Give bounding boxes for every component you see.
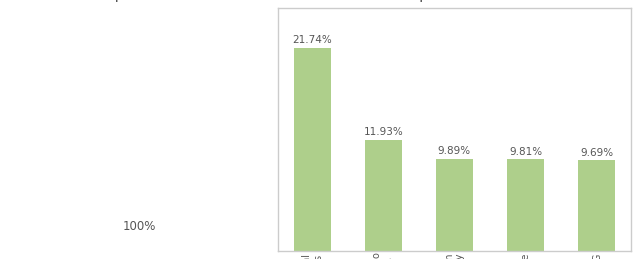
- Text: 9.81%: 9.81%: [509, 147, 542, 157]
- Text: Market Cap Allocation: Market Cap Allocation: [37, 0, 205, 2]
- Text: 21.74%: 21.74%: [292, 35, 332, 45]
- Bar: [436, 159, 473, 251]
- Text: 100%: 100%: [122, 220, 156, 233]
- Title: Top 5 Sectors: Top 5 Sectors: [403, 0, 506, 2]
- Bar: [507, 159, 544, 251]
- Text: 11.93%: 11.93%: [363, 127, 403, 137]
- Bar: [365, 140, 402, 251]
- Text: 9.69%: 9.69%: [580, 148, 613, 158]
- Bar: [294, 48, 330, 251]
- Text: 9.89%: 9.89%: [438, 146, 471, 156]
- Bar: [578, 161, 615, 251]
- Wedge shape: [137, 50, 138, 85]
